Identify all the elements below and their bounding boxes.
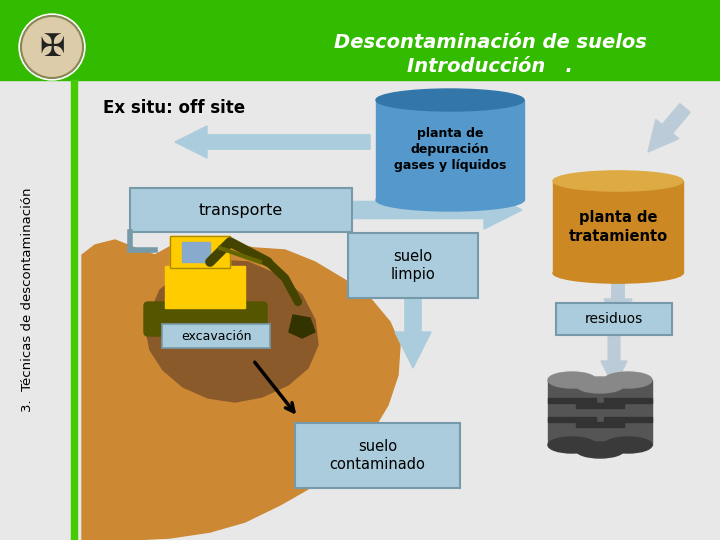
Ellipse shape bbox=[553, 171, 683, 191]
Bar bbox=[576, 403, 624, 408]
Polygon shape bbox=[604, 275, 632, 327]
Polygon shape bbox=[395, 298, 431, 368]
FancyBboxPatch shape bbox=[556, 303, 672, 335]
Bar bbox=[376, 100, 524, 200]
Polygon shape bbox=[175, 126, 370, 158]
Text: suelo
contaminado: suelo contaminado bbox=[330, 440, 426, 472]
Ellipse shape bbox=[576, 442, 624, 458]
Ellipse shape bbox=[376, 189, 524, 211]
Bar bbox=[170, 236, 230, 268]
Text: Descontaminación de suelos: Descontaminación de suelos bbox=[333, 32, 647, 51]
Bar bbox=[548, 380, 596, 445]
FancyBboxPatch shape bbox=[295, 423, 460, 488]
FancyBboxPatch shape bbox=[348, 233, 478, 298]
Bar bbox=[548, 398, 596, 403]
Bar bbox=[71, 80, 77, 540]
Bar bbox=[604, 398, 652, 403]
Ellipse shape bbox=[376, 89, 524, 111]
FancyBboxPatch shape bbox=[144, 302, 267, 336]
Text: Ex situ: off site: Ex situ: off site bbox=[103, 99, 245, 117]
Ellipse shape bbox=[548, 437, 596, 453]
FancyBboxPatch shape bbox=[162, 324, 270, 348]
Ellipse shape bbox=[604, 372, 652, 388]
FancyBboxPatch shape bbox=[130, 188, 352, 232]
Circle shape bbox=[19, 14, 85, 80]
Ellipse shape bbox=[604, 437, 652, 453]
Polygon shape bbox=[145, 260, 318, 402]
Polygon shape bbox=[82, 238, 400, 540]
Text: ✠: ✠ bbox=[40, 32, 65, 62]
Bar bbox=[604, 417, 652, 422]
Bar bbox=[548, 417, 596, 422]
Text: transporte: transporte bbox=[199, 202, 283, 218]
Bar bbox=[0, 0, 720, 80]
Bar bbox=[182, 242, 210, 262]
Polygon shape bbox=[352, 191, 522, 229]
Ellipse shape bbox=[553, 263, 683, 283]
Circle shape bbox=[21, 16, 83, 78]
Ellipse shape bbox=[548, 372, 596, 388]
Ellipse shape bbox=[576, 377, 624, 393]
Text: Introducción   .: Introducción . bbox=[407, 57, 573, 76]
Text: planta de
depuración
gases y líquidos: planta de depuración gases y líquidos bbox=[394, 127, 506, 172]
Bar bbox=[576, 385, 624, 450]
Bar bbox=[604, 380, 652, 445]
Text: excavación: excavación bbox=[181, 329, 251, 342]
Text: 3.  Técnicas de descontaminación: 3. Técnicas de descontaminación bbox=[22, 188, 35, 412]
Polygon shape bbox=[648, 104, 690, 152]
Text: suelo
limpio: suelo limpio bbox=[391, 249, 436, 282]
Polygon shape bbox=[289, 315, 315, 338]
Text: residuos: residuos bbox=[585, 312, 643, 326]
Bar bbox=[165, 266, 245, 308]
Bar bbox=[576, 422, 624, 427]
Polygon shape bbox=[601, 335, 627, 387]
Text: planta de
tratamiento: planta de tratamiento bbox=[568, 210, 667, 244]
Bar bbox=[553, 181, 683, 273]
